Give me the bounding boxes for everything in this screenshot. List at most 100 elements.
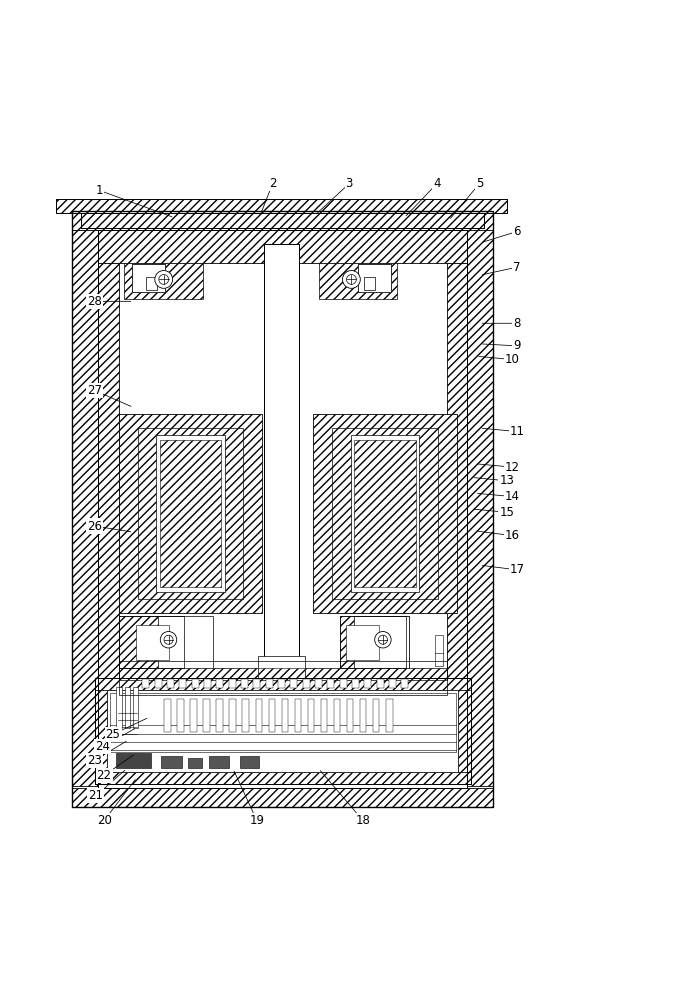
Bar	[132, 264, 165, 292]
Bar	[290, 679, 297, 688]
Bar	[179, 679, 186, 688]
Bar	[167, 679, 174, 688]
Bar	[164, 699, 171, 732]
Bar	[315, 679, 322, 688]
Bar	[389, 679, 396, 688]
Circle shape	[378, 635, 388, 644]
Bar	[340, 616, 406, 668]
Bar	[136, 625, 169, 660]
Bar	[72, 211, 493, 230]
Bar	[95, 678, 471, 784]
Bar	[132, 264, 165, 292]
Text: 14: 14	[505, 490, 520, 503]
Circle shape	[164, 635, 173, 644]
Text: 16: 16	[505, 529, 520, 542]
Bar	[303, 679, 310, 688]
Text: 27: 27	[87, 384, 102, 397]
Text: 3: 3	[346, 177, 353, 190]
Bar	[161, 756, 182, 768]
Text: 22: 22	[97, 769, 112, 782]
Text: 17: 17	[510, 563, 525, 576]
Bar	[110, 693, 456, 752]
Text: 12: 12	[505, 461, 520, 474]
Bar	[116, 687, 122, 728]
Bar	[364, 277, 375, 290]
Bar	[386, 699, 393, 732]
Text: 7: 7	[514, 261, 521, 274]
Bar	[188, 758, 202, 768]
Bar	[340, 679, 347, 688]
Bar	[95, 772, 471, 784]
Bar	[95, 678, 471, 690]
Text: 5: 5	[476, 177, 483, 190]
Text: 10: 10	[505, 353, 520, 366]
Bar	[435, 653, 443, 666]
Bar	[146, 277, 157, 290]
Bar	[258, 656, 305, 678]
Bar	[354, 616, 409, 675]
Bar	[240, 756, 259, 768]
Bar	[242, 699, 249, 732]
Text: 11: 11	[510, 425, 525, 438]
Bar	[241, 679, 248, 688]
Bar	[81, 213, 484, 228]
Bar	[308, 699, 314, 732]
Bar	[119, 661, 447, 695]
Bar	[352, 679, 359, 688]
Bar	[177, 699, 184, 732]
Text: 26: 26	[87, 520, 102, 533]
Bar	[216, 699, 223, 732]
Bar	[142, 679, 149, 688]
Text: 25: 25	[105, 728, 121, 741]
Text: 23: 23	[87, 754, 102, 767]
Text: 6: 6	[514, 225, 521, 238]
Text: 9: 9	[514, 339, 521, 352]
Bar	[116, 753, 151, 768]
Text: 15: 15	[499, 506, 514, 519]
Bar	[346, 625, 379, 660]
Bar	[360, 699, 366, 732]
Text: 19: 19	[249, 814, 264, 827]
Bar	[340, 616, 406, 668]
Circle shape	[375, 632, 391, 648]
Bar	[95, 678, 471, 784]
Bar	[332, 428, 438, 599]
Bar	[209, 756, 229, 768]
Text: 8: 8	[514, 317, 521, 330]
Bar	[269, 699, 275, 732]
Bar	[98, 263, 119, 767]
Bar	[364, 679, 371, 688]
Bar	[258, 668, 305, 678]
Bar	[358, 264, 391, 292]
Circle shape	[159, 275, 169, 284]
Bar	[351, 435, 419, 592]
Bar	[447, 263, 467, 767]
Bar	[72, 211, 493, 807]
Bar	[158, 616, 213, 675]
Bar	[264, 244, 299, 658]
Text: 21: 21	[88, 789, 103, 802]
Text: 1: 1	[96, 184, 103, 197]
Bar	[373, 699, 379, 732]
Text: 24: 24	[95, 740, 110, 753]
Text: 13: 13	[499, 474, 514, 487]
Bar	[119, 616, 184, 668]
Circle shape	[155, 271, 173, 288]
Bar	[278, 679, 285, 688]
Bar	[160, 440, 221, 587]
Bar	[229, 699, 236, 732]
Bar	[458, 690, 471, 772]
Bar	[156, 435, 225, 592]
Bar	[313, 414, 457, 613]
Text: 18: 18	[356, 814, 371, 827]
Bar	[138, 428, 243, 599]
Bar	[119, 616, 184, 668]
Bar	[229, 679, 236, 688]
Bar	[72, 230, 98, 786]
Bar	[216, 679, 223, 688]
Bar	[119, 668, 447, 680]
Bar	[81, 213, 484, 228]
Bar	[253, 679, 260, 688]
Bar	[327, 679, 334, 688]
Bar	[377, 679, 384, 688]
